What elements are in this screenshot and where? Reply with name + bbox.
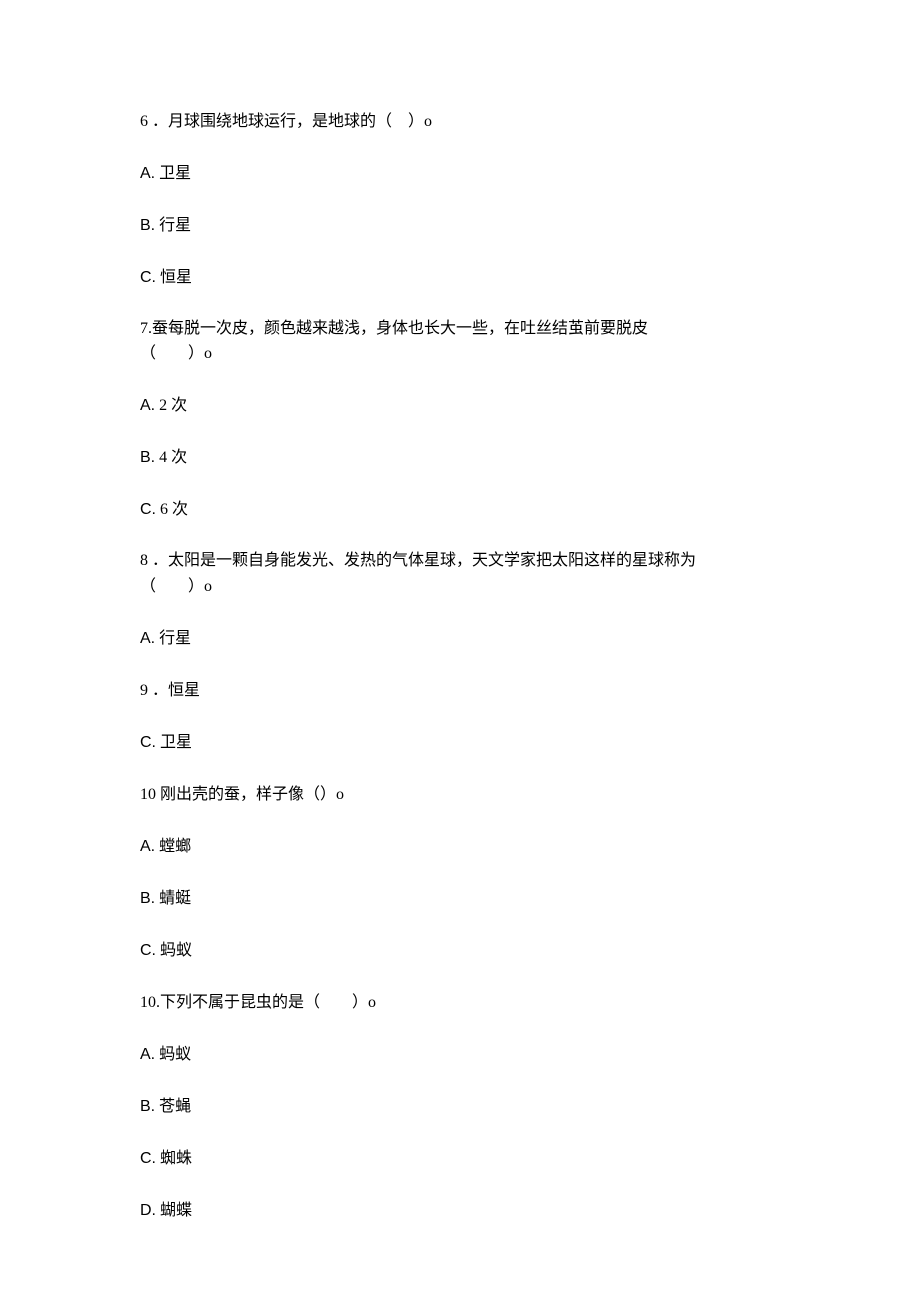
question-text: 8 ．太阳是一颗自身能发光、发热的气体星球，天文学家把太阳这样的星球称为: [140, 550, 780, 572]
option-a: A. 行星: [140, 627, 780, 651]
question-stem: 下列不属于昆虫的是（ ）o: [160, 994, 376, 1011]
option-d: D. 蝴蝶: [140, 1199, 780, 1223]
option-label: D.: [140, 1202, 156, 1219]
option-text: 卫星: [160, 734, 192, 751]
option-text: 蚂蚁: [159, 1046, 191, 1063]
question-stem: ．太阳是一颗自身能发光、发热的气体星球，天文学家把太阳这样的星球称为: [152, 552, 696, 569]
question-9: 10 刚出壳的蚕，样子像（）o A. 螳螂 B. 蜻蜓 C. 蚂蚁: [140, 783, 780, 963]
option-c: C. 蜘蛛: [140, 1147, 780, 1171]
question-stem-2: （ ）o: [140, 345, 212, 362]
option-label: A.: [140, 1046, 155, 1063]
option-label: C.: [140, 269, 156, 286]
option-a: A. 蚂蚁: [140, 1043, 780, 1067]
option-c: C. 6 次: [140, 498, 780, 522]
option-text: 螳螂: [159, 838, 191, 855]
question-6: 6 ．月球围绕地球运行，是地球的（ ）o A. 卫星 B. 行星 C. 恒星: [140, 110, 780, 290]
option-b: B. 苍蝇: [140, 1095, 780, 1119]
question-stem-2: （ ）o: [140, 578, 212, 595]
option-label: A.: [140, 165, 155, 182]
option-a: A. 卫星: [140, 162, 780, 186]
question-text-line2: （ ）o: [140, 575, 780, 599]
question-text: 6 ．月球围绕地球运行，是地球的（ ）o: [140, 110, 780, 134]
option-text: ．恒星: [152, 682, 200, 699]
option-label: A.: [140, 838, 155, 855]
option-text: 恒星: [160, 269, 192, 286]
option-label: B.: [140, 890, 155, 907]
option-label: C.: [140, 734, 156, 751]
option-text: 苍蝇: [159, 1098, 191, 1115]
question-10: 10.下列不属于昆虫的是（ ）o A. 蚂蚁 B. 苍蝇 C. 蜘蛛 D. 蝴蝶: [140, 991, 780, 1223]
option-c: C. 蚂蚁: [140, 939, 780, 963]
question-text: 10 刚出壳的蚕，样子像（）o: [140, 783, 780, 807]
question-number: 10: [140, 786, 156, 803]
option-label: 9: [140, 682, 148, 699]
question-text-line2: （ ）o: [140, 342, 780, 366]
option-label: B.: [140, 1098, 155, 1115]
question-7: 7.蚕每脱一次皮，颜色越来越浅，身体也长大一些，在吐丝结茧前要脱皮 （ ）o A…: [140, 318, 780, 522]
question-8: 8 ．太阳是一颗自身能发光、发热的气体星球，天文学家把太阳这样的星球称为 （ ）…: [140, 550, 780, 754]
option-label: C.: [140, 501, 156, 518]
option-text: 卫星: [159, 165, 191, 182]
option-b: B. 蜻蜓: [140, 887, 780, 911]
option-a: A. 螳螂: [140, 835, 780, 859]
option-text: 4 次: [159, 449, 187, 466]
option-label: C.: [140, 942, 156, 959]
option-c: C. 卫星: [140, 731, 780, 755]
question-text: 10.下列不属于昆虫的是（ ）o: [140, 991, 780, 1015]
question-number: 7.: [140, 320, 152, 337]
option-text: 2 次: [159, 397, 187, 414]
option-text: 行星: [159, 630, 191, 647]
option-c: C. 恒星: [140, 266, 780, 290]
question-stem: 刚出壳的蚕，样子像（）o: [160, 786, 344, 803]
question-stem: 蚕每脱一次皮，颜色越来越浅，身体也长大一些，在吐丝结茧前要脱皮: [152, 320, 648, 337]
question-number: 10.: [140, 994, 160, 1011]
option-text: 蝴蝶: [160, 1202, 192, 1219]
option-text: 蜻蜓: [159, 890, 191, 907]
question-stem: ．月球围绕地球运行，是地球的（ ）o: [152, 113, 432, 130]
option-label: B.: [140, 217, 155, 234]
option-a: A. 2 次: [140, 394, 780, 418]
option-text: 6 次: [160, 501, 188, 518]
option-label: C.: [140, 1150, 156, 1167]
option-text: 蚂蚁: [160, 942, 192, 959]
option-b: B. 行星: [140, 214, 780, 238]
option-b: B. 4 次: [140, 446, 780, 470]
option-label: B.: [140, 449, 155, 466]
question-number: 6: [140, 113, 148, 130]
question-text: 7.蚕每脱一次皮，颜色越来越浅，身体也长大一些，在吐丝结茧前要脱皮: [140, 318, 780, 340]
option-text: 行星: [159, 217, 191, 234]
option-text: 蜘蛛: [160, 1150, 192, 1167]
option-label: A.: [140, 397, 155, 414]
question-number: 8: [140, 552, 148, 569]
option-label: A.: [140, 630, 155, 647]
option-b: 9 ．恒星: [140, 679, 780, 703]
